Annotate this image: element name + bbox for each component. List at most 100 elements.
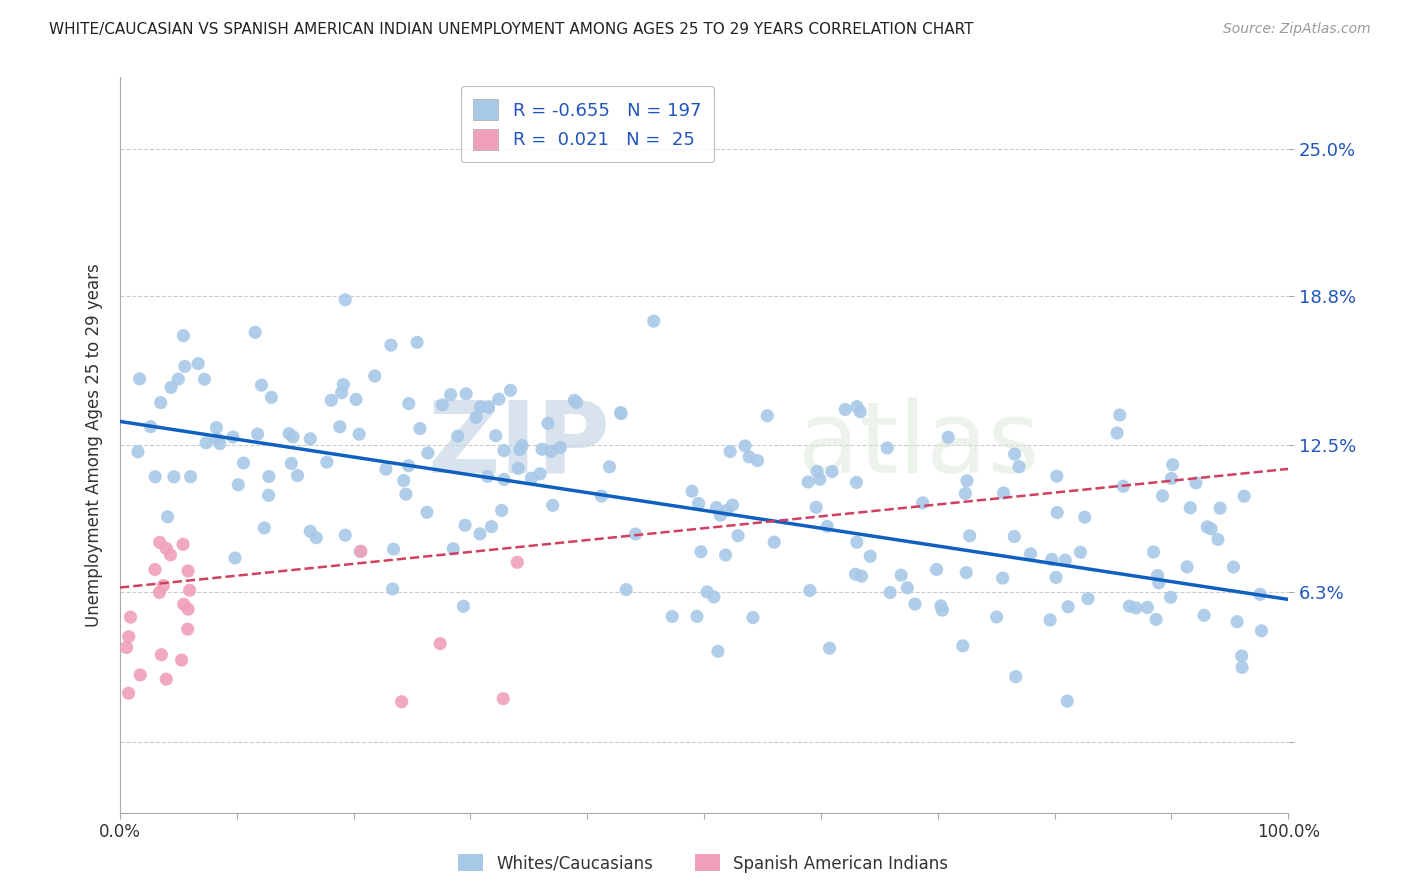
Point	[398, 458, 420, 473]
Point	[177, 602, 200, 616]
Point	[1230, 660, 1253, 674]
Point	[195, 435, 218, 450]
Point	[232, 456, 254, 470]
Point	[808, 472, 831, 486]
Point	[440, 387, 463, 401]
Point	[1019, 547, 1042, 561]
Point	[120, 610, 142, 624]
Point	[763, 535, 786, 549]
Point	[1045, 570, 1067, 584]
Point	[224, 551, 246, 566]
Point	[429, 637, 451, 651]
Point	[128, 372, 150, 386]
Point	[180, 469, 202, 483]
Point	[993, 486, 1015, 500]
Text: atlas: atlas	[797, 397, 1039, 493]
Point	[845, 535, 868, 549]
Point	[344, 392, 367, 407]
Point	[406, 335, 429, 350]
Point	[305, 531, 328, 545]
Point	[1199, 522, 1222, 536]
Point	[1206, 533, 1229, 547]
Point	[804, 500, 827, 515]
Point	[143, 469, 166, 483]
Point	[1233, 489, 1256, 503]
Point	[1125, 601, 1147, 615]
Point	[447, 429, 470, 443]
Point	[845, 475, 868, 490]
Point	[565, 395, 588, 409]
Point	[1008, 459, 1031, 474]
Legend: Whites/Caucasians, Spanish American Indians: Whites/Caucasians, Spanish American Indi…	[451, 847, 955, 880]
Point	[395, 487, 418, 501]
Point	[738, 450, 761, 464]
Point	[818, 641, 841, 656]
Point	[815, 519, 838, 533]
Point	[624, 527, 647, 541]
Point	[205, 420, 228, 434]
Point	[381, 582, 404, 596]
Point	[851, 569, 873, 583]
Point	[1209, 501, 1232, 516]
Point	[911, 496, 934, 510]
Point	[315, 455, 337, 469]
Point	[205, 432, 228, 446]
Point	[172, 328, 194, 343]
Point	[416, 505, 439, 519]
Point	[382, 542, 405, 557]
Point	[1144, 612, 1167, 626]
Point	[380, 338, 402, 352]
Point	[845, 400, 868, 414]
Point	[550, 441, 572, 455]
Point	[1077, 591, 1099, 606]
Point	[159, 548, 181, 562]
Point	[1175, 560, 1198, 574]
Point	[959, 529, 981, 543]
Point	[1142, 545, 1164, 559]
Point	[335, 528, 357, 542]
Point	[163, 470, 186, 484]
Point	[139, 419, 162, 434]
Point	[614, 582, 637, 597]
Point	[409, 421, 432, 435]
Point	[1192, 608, 1215, 623]
Point	[468, 527, 491, 541]
Point	[718, 444, 741, 458]
Point	[335, 293, 357, 307]
Point	[117, 686, 139, 700]
Point	[453, 599, 475, 614]
Point	[1250, 624, 1272, 638]
Point	[160, 380, 183, 394]
Point	[173, 597, 195, 611]
Point	[936, 430, 959, 444]
Point	[564, 393, 586, 408]
Point	[688, 496, 710, 510]
Point	[1105, 425, 1128, 440]
Point	[955, 566, 977, 580]
Point	[170, 653, 193, 667]
Point	[364, 369, 387, 384]
Point	[1054, 553, 1077, 567]
Point	[149, 535, 172, 549]
Point	[392, 474, 415, 488]
Point	[260, 390, 283, 404]
Point	[208, 436, 231, 450]
Point	[540, 444, 562, 458]
Point	[173, 359, 195, 374]
Point	[1136, 600, 1159, 615]
Point	[510, 439, 533, 453]
Point	[821, 465, 844, 479]
Point	[879, 585, 901, 599]
Point	[531, 442, 554, 457]
Point	[152, 579, 174, 593]
Point	[896, 581, 918, 595]
Point	[1160, 591, 1182, 605]
Point	[1046, 469, 1069, 483]
Point	[416, 446, 439, 460]
Point	[529, 467, 551, 481]
Text: Source: ZipAtlas.com: Source: ZipAtlas.com	[1223, 22, 1371, 37]
Point	[955, 486, 977, 500]
Point	[499, 384, 522, 398]
Point	[118, 630, 141, 644]
Point	[714, 548, 737, 562]
